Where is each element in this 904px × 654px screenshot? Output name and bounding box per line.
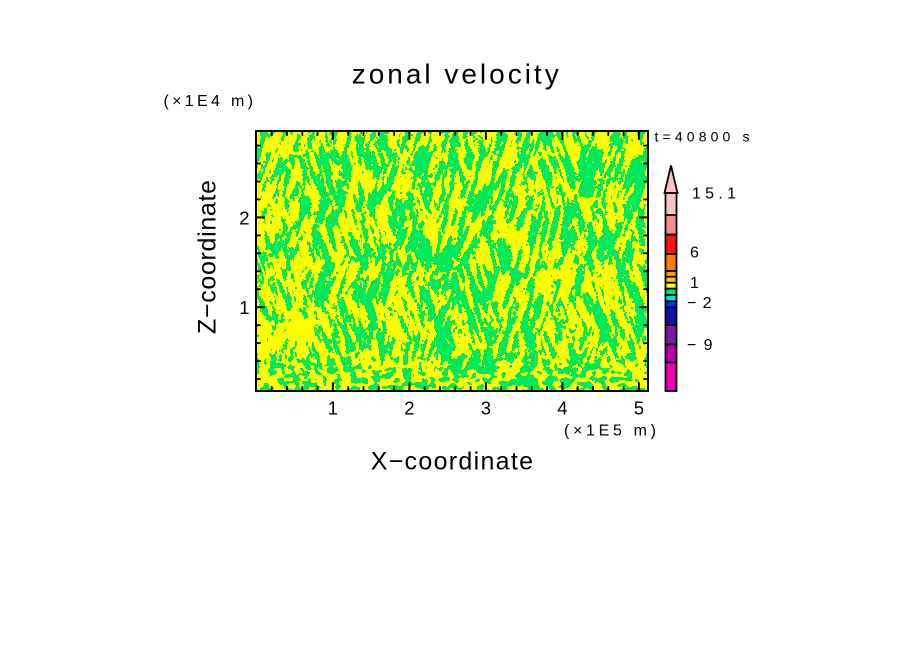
svg-text:t=40800 s: t=40800 s — [655, 129, 750, 145]
svg-text:2: 2 — [404, 398, 414, 419]
svg-text:1: 1 — [239, 297, 249, 318]
svg-text:1: 1 — [328, 398, 338, 419]
svg-text:1: 1 — [690, 275, 699, 292]
svg-text:6: 6 — [690, 245, 699, 262]
svg-text:3: 3 — [481, 398, 491, 419]
svg-text:Z−coordinate: Z−coordinate — [194, 180, 222, 334]
svg-text:4: 4 — [557, 398, 567, 419]
svg-text:(×1E4 m): (×1E4 m) — [164, 93, 254, 110]
svg-text:2: 2 — [239, 208, 249, 229]
svg-text:−2: −2 — [687, 295, 712, 312]
svg-text:15.1: 15.1 — [692, 186, 736, 203]
svg-text:zonal velocity: zonal velocity — [352, 59, 559, 90]
svg-text:X−coordinate: X−coordinate — [371, 448, 535, 476]
svg-text:5: 5 — [634, 398, 644, 419]
svg-text:(×1E5 m): (×1E5 m) — [564, 423, 656, 440]
svg-text:−9: −9 — [687, 337, 713, 354]
